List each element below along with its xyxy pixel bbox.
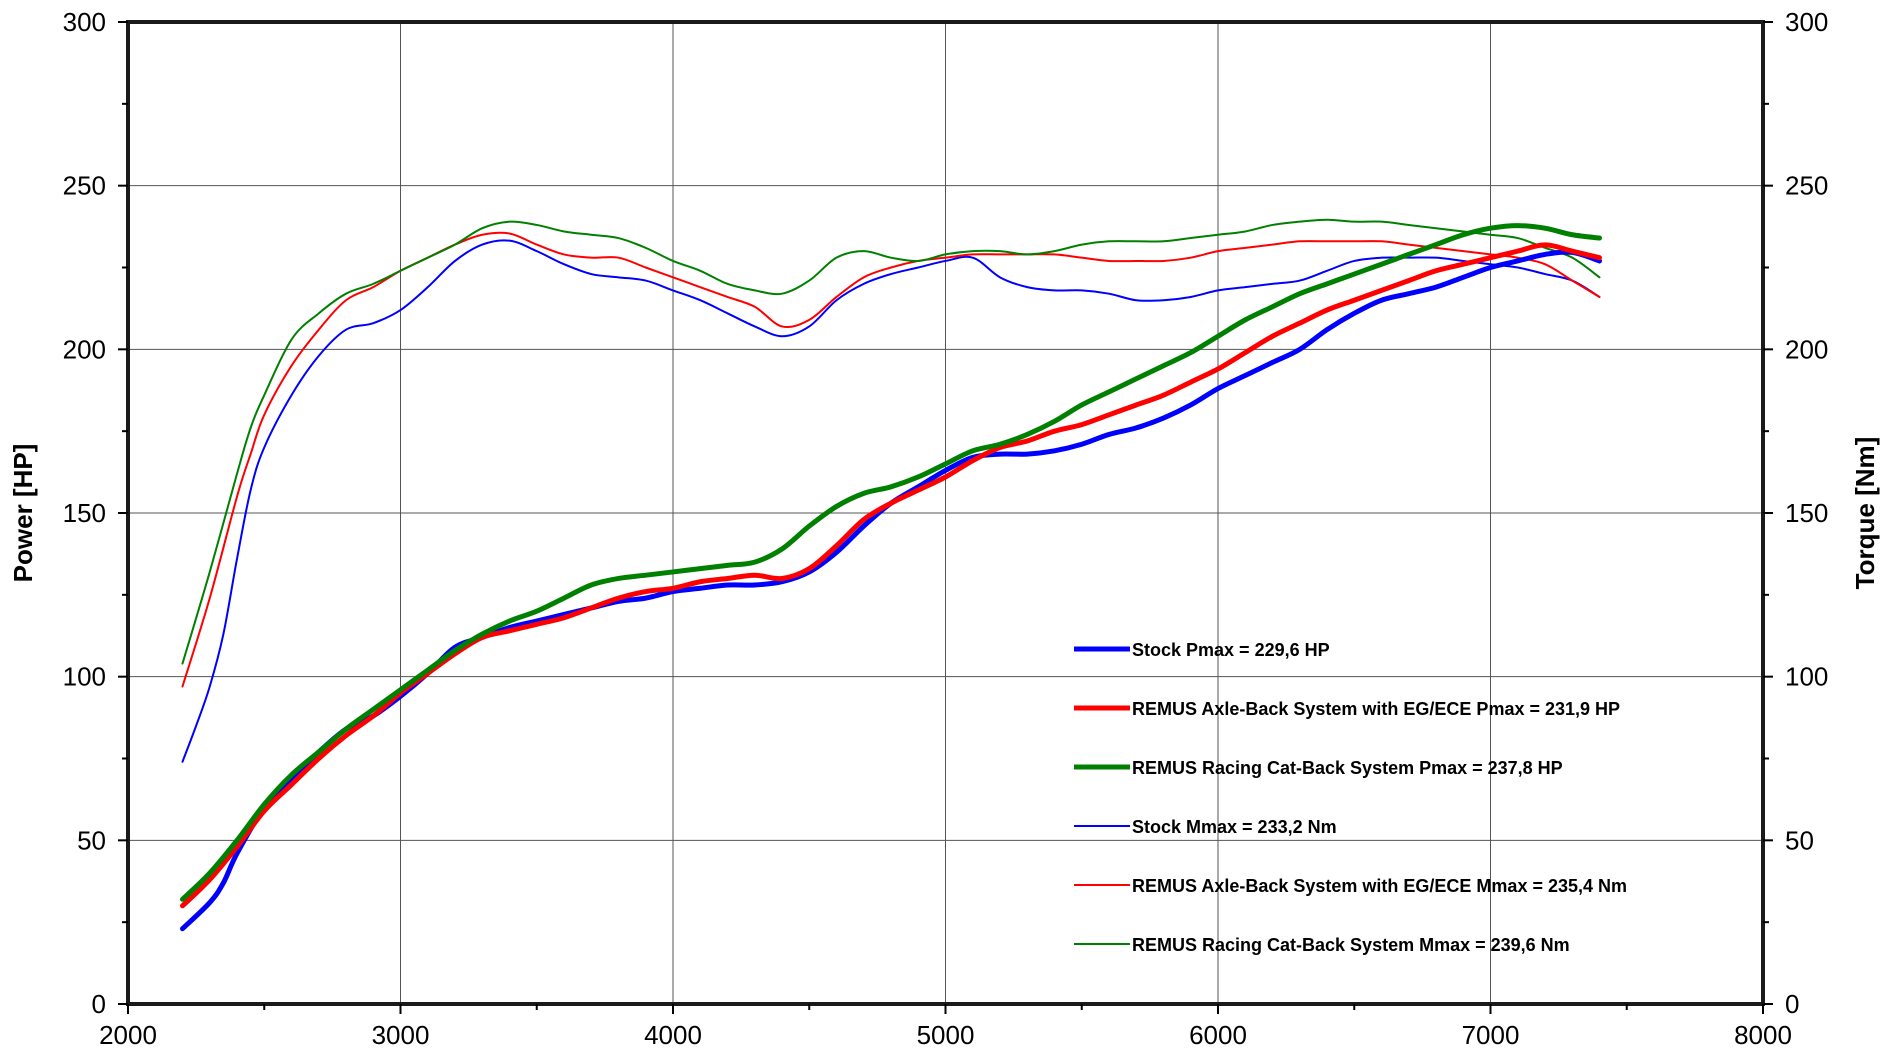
y-left-tick-label: 50 [77,825,106,855]
x-tick-label: 6000 [1189,1020,1247,1050]
grid [128,22,1763,1004]
y-left-tick-label: 300 [63,7,106,37]
legend-label: REMUS Racing Cat-Back System Mmax = 239,… [1132,935,1570,955]
x-tick-label: 8000 [1734,1020,1792,1050]
y-axis-left-title: Power [HP] [8,444,38,583]
x-tick-label: 7000 [1462,1020,1520,1050]
legend: Stock Pmax = 229,6 HP REMUS Axle-Back Sys… [1074,640,1627,955]
y-left-tick-label: 250 [63,171,106,201]
y-left-tick-label: 100 [63,662,106,692]
series-line-2 [180,242,1602,909]
y-left-tick-label: 200 [63,334,106,364]
legend-label: Stock Mmax = 233,2 Nm [1132,817,1337,837]
y-right-tick-label: 0 [1785,989,1799,1019]
x-tick-label: 5000 [917,1020,975,1050]
series-line-6 [181,218,1601,665]
y-right-tick-label: 100 [1785,662,1828,692]
series-line-3 [180,223,1602,902]
y-right-tick-label: 200 [1785,334,1828,364]
y-right-tick-label: 300 [1785,7,1828,37]
y-left-tick-label: 0 [92,989,106,1019]
legend-label: Stock Pmax = 229,6 HP [1132,640,1330,660]
x-tick-label: 2000 [99,1020,157,1050]
y-right-tick-label: 150 [1785,498,1828,528]
y-left-tick-label: 150 [63,498,106,528]
y-right-tick-label: 50 [1785,825,1814,855]
legend-label: REMUS Axle-Back System with EG/ECE Mmax … [1132,876,1627,896]
series-lines [180,218,1602,932]
y-axis-right-title: Torque [Nm] [1850,437,1880,590]
y-right-tick-label: 250 [1785,171,1828,201]
series-line-4 [181,239,1601,763]
x-tick-label: 3000 [372,1020,430,1050]
series-line-5 [181,231,1601,688]
series-line-1 [180,249,1602,932]
legend-label: REMUS Racing Cat-Back System Pmax = 237,… [1132,758,1563,778]
x-tick-label: 4000 [644,1020,702,1050]
legend-label: REMUS Axle-Back System with EG/ECE Pmax … [1132,699,1620,719]
